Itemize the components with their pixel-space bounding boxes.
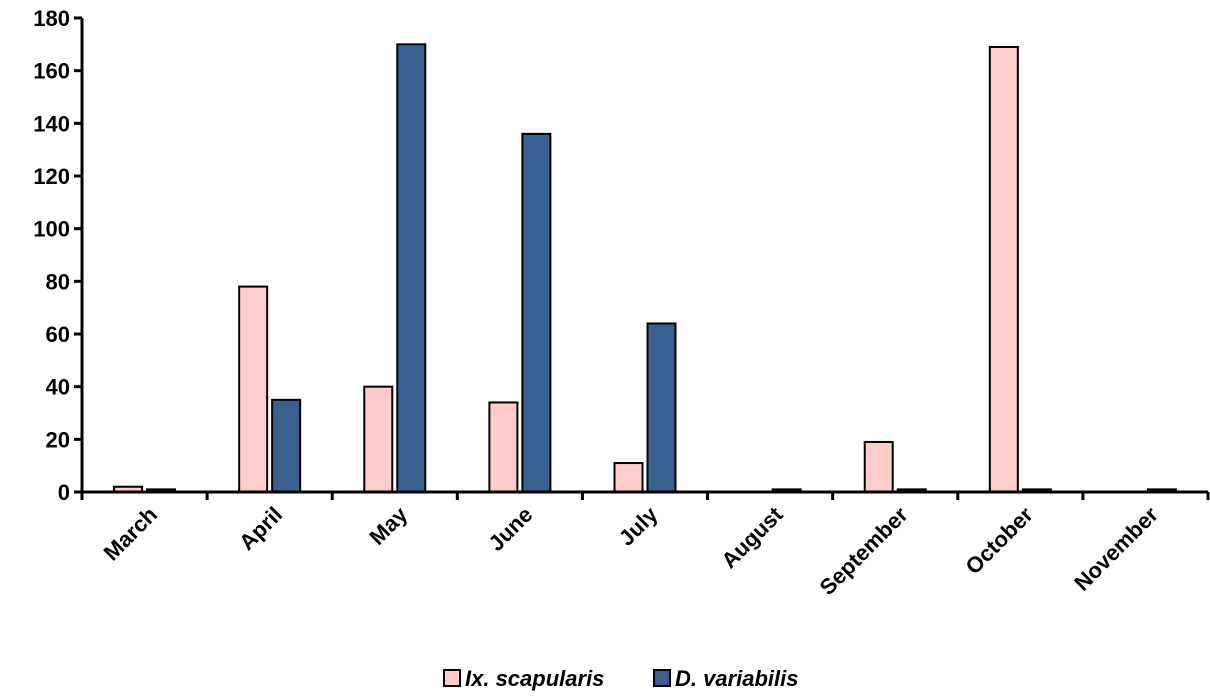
y-tick-label: 60 xyxy=(46,322,70,347)
legend-swatch-ix-scapularis xyxy=(443,669,461,687)
y-tick-label: 100 xyxy=(33,217,70,242)
x-tick-label: October xyxy=(961,502,1039,580)
legend-label-d-variabilis: D. variabilis xyxy=(675,666,799,691)
bar-ix-scapularis-october xyxy=(988,45,1019,493)
x-tick-label: May xyxy=(364,501,412,549)
x-tick-label: March xyxy=(99,502,162,565)
y-tick-label: 160 xyxy=(33,59,70,84)
x-tick-label: June xyxy=(483,502,537,556)
bar-ix-scapularis-july xyxy=(613,462,644,493)
y-axis-ticks: 0 20 40 60 80 100 120 140 160 180 xyxy=(33,6,82,505)
x-tick-label: July xyxy=(614,501,663,550)
x-tick-label: September xyxy=(815,502,913,600)
y-tick-label: 40 xyxy=(46,375,70,400)
bar-d-variabilis-may xyxy=(396,43,427,493)
legend-swatch-d-variabilis xyxy=(653,669,671,687)
bar-ix-scapularis-may xyxy=(363,385,394,493)
x-tick-label: November xyxy=(1069,502,1163,596)
bar-d-variabilis-june xyxy=(521,132,552,493)
y-tick-label: 180 xyxy=(33,6,70,31)
y-tick-label: 0 xyxy=(58,480,70,505)
x-axis-labels: March April May June July August September Octo… xyxy=(80,492,1210,600)
bar-ix-scapularis-april xyxy=(238,285,269,493)
bar-d-variabilis-july xyxy=(646,322,677,494)
bars xyxy=(113,43,1177,494)
y-tick-label: 20 xyxy=(46,427,70,452)
legend-label-ix-scapularis: Ix. scapularis xyxy=(465,666,604,691)
y-tick-label: 120 xyxy=(33,164,70,189)
x-tick-label: August xyxy=(716,501,788,573)
bar-d-variabilis-april xyxy=(271,398,302,494)
x-tick-label: April xyxy=(234,502,287,555)
y-tick-label: 80 xyxy=(46,269,70,294)
bar-ix-scapularis-june xyxy=(488,401,519,494)
bar-ix-scapularis-september xyxy=(863,440,894,494)
y-tick-label: 140 xyxy=(33,111,70,136)
legend: Ix. scapularis D. variabilis xyxy=(443,666,799,691)
